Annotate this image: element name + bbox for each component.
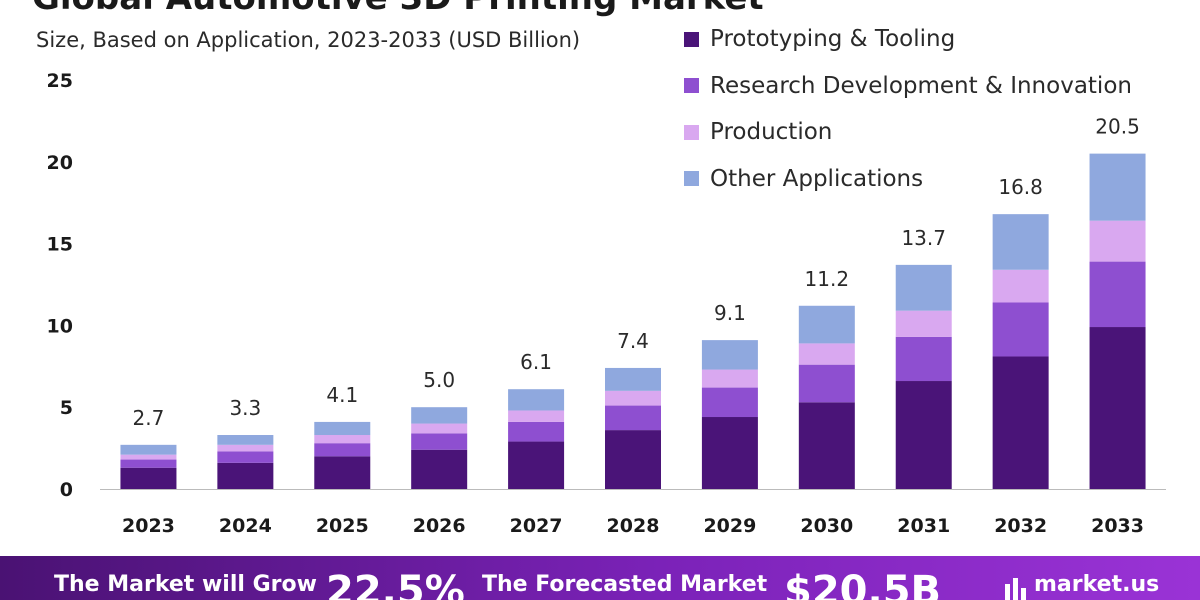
bar-segment-production (508, 410, 565, 422)
bar-segment-research-development-innovation (605, 405, 661, 431)
bar-segment-prototyping-tooling (605, 430, 661, 489)
bar-segment-other-applications (411, 407, 468, 424)
bar-total-label: 20.5 (1095, 115, 1140, 139)
x-tick-label: 2027 (510, 515, 563, 537)
x-tick-label: 2025 (316, 515, 369, 537)
bar-segment-production (605, 390, 661, 406)
chart-legend: Prototyping & Tooling Research Developme… (684, 16, 1132, 202)
banner-forecast-label: The Forecasted Market (482, 572, 768, 597)
bar-segment-prototyping-tooling (895, 381, 952, 489)
bar-segment-production (1089, 220, 1146, 262)
bar-total-label: 5.0 (423, 368, 455, 392)
bar-segment-prototyping-tooling (411, 449, 468, 489)
chart-title: Global Automotive 3D Printing Market (32, 0, 764, 18)
y-tick-label: 5 (60, 397, 73, 419)
bar-total-label: 4.1 (326, 383, 358, 407)
legend-item-prototyping: Prototyping & Tooling (684, 16, 1132, 63)
bar-segment-research-development-innovation (314, 443, 371, 457)
bar-segment-production (798, 343, 855, 365)
bar-segment-prototyping-tooling (314, 456, 371, 489)
bar-segment-production (411, 423, 468, 434)
chart-subtitle: Size, Based on Application, 2023-2033 (U… (36, 28, 581, 52)
bar-segment-prototyping-tooling (701, 417, 758, 489)
bar-total-label: 7.4 (617, 329, 649, 353)
bar-segment-other-applications (314, 421, 371, 436)
x-tick-label: 2032 (994, 515, 1047, 537)
bar-segment-production (895, 310, 952, 337)
bar-total-label: 16.8 (998, 175, 1043, 199)
banner-grow-label: The Market will Grow (54, 572, 317, 597)
x-tick-label: 2033 (1091, 515, 1144, 537)
bar-segment-research-development-innovation (992, 302, 1049, 357)
bar-segment-other-applications (605, 367, 661, 391)
bar-segment-research-development-innovation (508, 421, 565, 442)
y-tick-label: 15 (47, 234, 73, 256)
legend-item-other: Other Applications (684, 156, 1132, 203)
legend-swatch (684, 78, 699, 94)
brand-name: market.us (1034, 572, 1160, 597)
bar-segment-other-applications (992, 214, 1049, 270)
y-tick-label: 10 (47, 315, 73, 337)
bar-total-label: 9.1 (714, 301, 746, 325)
x-tick-label: 2024 (219, 515, 272, 537)
bar-total-label: 11.2 (805, 267, 850, 291)
bar-segment-other-applications (1089, 153, 1146, 221)
bar-segment-other-applications (798, 305, 855, 344)
bar-segment-prototyping-tooling (992, 356, 1049, 489)
bar-total-label: 13.7 (901, 226, 946, 250)
bar-segment-research-development-innovation (701, 387, 758, 418)
y-tick-label: 20 (47, 152, 73, 174)
market-us-logo-icon (1005, 578, 1026, 600)
bar-total-label: 6.1 (520, 350, 552, 374)
bar-segment-prototyping-tooling (1089, 327, 1146, 489)
banner-cagr-value: 22.5% (326, 568, 465, 600)
banner-forecast-value: $20.5B (784, 568, 942, 600)
bar-segment-research-development-innovation (120, 459, 177, 468)
bar-total-label: 3.3 (229, 396, 261, 420)
bar-segment-research-development-innovation (411, 433, 468, 450)
legend-label: Production (710, 119, 833, 146)
bar-segment-production (217, 444, 274, 452)
bar-segment-other-applications (508, 389, 565, 411)
bar-segment-prototyping-tooling (217, 462, 274, 489)
legend-swatch (684, 171, 699, 187)
x-tick-label: 2031 (897, 515, 950, 537)
y-tick-label: 25 (47, 70, 73, 92)
bar-segment-research-development-innovation (217, 451, 274, 463)
bar-segment-other-applications (120, 444, 177, 455)
bar-segment-prototyping-tooling (120, 467, 177, 489)
legend-item-production: Production (684, 109, 1132, 156)
legend-label: Prototyping & Tooling (710, 26, 956, 53)
x-tick-label: 2023 (122, 515, 175, 537)
legend-label: Other Applications (710, 165, 924, 192)
bar-segment-other-applications (895, 264, 952, 311)
x-tick-label: 2029 (703, 515, 756, 537)
legend-swatch (684, 31, 699, 47)
x-tick-label: 2026 (413, 515, 466, 537)
legend-swatch (684, 124, 699, 140)
bar-segment-prototyping-tooling (508, 441, 565, 489)
bar-segment-production (701, 369, 758, 388)
bar-segment-prototyping-tooling (798, 402, 855, 489)
bar-segment-production (992, 269, 1049, 303)
bar-segment-other-applications (701, 340, 758, 370)
bar-segment-production (314, 435, 371, 444)
bar-segment-research-development-innovation (1089, 261, 1146, 328)
legend-label: Research Development & Innovation (710, 72, 1132, 99)
footer-banner: The Market will Grow 22.5% The Forecaste… (0, 556, 1200, 600)
bar-segment-research-development-innovation (895, 336, 952, 382)
x-tick-label: 2028 (607, 515, 660, 537)
bar-segment-research-development-innovation (798, 364, 855, 403)
x-tick-label: 2030 (800, 515, 853, 537)
y-tick-label: 0 (60, 479, 73, 501)
stacked-bar-chart: 05101520252.720233.320244.120255.020266.… (47, 70, 1166, 537)
bar-segment-production (120, 454, 177, 460)
bar-segment-other-applications (217, 435, 274, 445)
legend-item-research: Research Development & Innovation (684, 63, 1132, 110)
bar-total-label: 2.7 (133, 406, 165, 430)
